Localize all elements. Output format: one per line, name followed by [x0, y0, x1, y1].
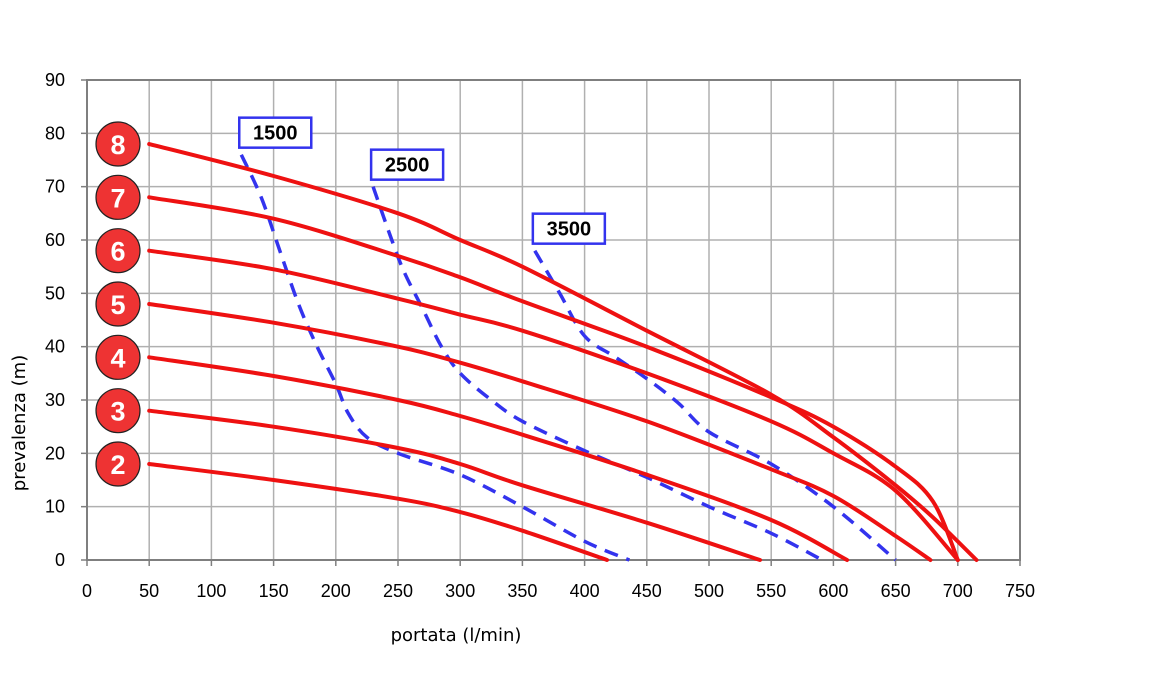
x-tick-label: 450: [632, 581, 662, 601]
x-tick-label: 550: [756, 581, 786, 601]
x-tick-label: 50: [139, 581, 159, 601]
x-axis-title: portata (l/min): [391, 625, 522, 646]
x-tick-label: 200: [321, 581, 351, 601]
speed-curve-3500: [533, 249, 897, 562]
stage-badge-4: 4: [95, 334, 141, 380]
stage-badge-circle: [95, 121, 141, 167]
stage-badge-2: 2: [95, 441, 141, 487]
pump-curve-6: [147, 248, 960, 562]
x-tick-label: 500: [694, 581, 724, 601]
stage-badge-5: 5: [95, 281, 141, 327]
speed-label-3500: 3500: [531, 212, 607, 245]
speed-label-box: [238, 116, 313, 149]
y-tick-label: 70: [45, 177, 65, 197]
y-tick-label: 30: [45, 390, 65, 410]
y-tick-label: 0: [55, 550, 65, 570]
speed-label-text: 3500: [547, 219, 592, 241]
stage-badge-circle: [95, 441, 141, 487]
y-tick-label: 20: [45, 443, 65, 463]
stage-badge-label: 6: [110, 237, 125, 267]
y-tick-label: 60: [45, 230, 65, 250]
stage-badge-6: 6: [95, 228, 141, 274]
x-tick-label: 300: [445, 581, 475, 601]
x-tick-label: 400: [570, 581, 600, 601]
stage-badge-circle: [95, 174, 141, 220]
speed-label-box: [369, 148, 445, 181]
stage-badge-circle: [95, 334, 141, 380]
axis-ticks: 0 50 100 150 200 250 300 350 400 450 500 550 600 650 7…: [45, 70, 1035, 601]
speed-label-2500: 2500: [369, 148, 445, 181]
x-tick-label: 150: [259, 581, 289, 601]
stage-badge-label: 7: [110, 183, 125, 213]
stage-badge-7: 7: [95, 174, 141, 220]
x-tick-label: 0: [82, 581, 92, 601]
y-axis-title: prevalenza (m): [9, 355, 30, 491]
stage-badge-circle: [95, 388, 141, 434]
x-tick-label: 700: [943, 581, 973, 601]
stage-badge-label: 2: [110, 450, 125, 480]
pump-curve-5: [147, 302, 933, 562]
stage-badge-3: 3: [95, 388, 141, 434]
x-tick-label: 750: [1005, 581, 1035, 601]
y-tick-label: 80: [45, 123, 65, 143]
pump-curve-3: [147, 408, 762, 562]
curve-labels: 2 3 4 5 6 7 8 1500 2500 3500: [95, 116, 607, 487]
x-tick-label: 100: [196, 581, 226, 601]
stage-badge-label: 3: [110, 397, 125, 427]
stage-badge-circle: [95, 281, 141, 327]
plot-area-frame: [86, 79, 1021, 561]
stage-badge-label: 8: [110, 130, 125, 160]
stage-badge-label: 5: [110, 290, 125, 320]
x-tick-label: 650: [881, 581, 911, 601]
pump-curve-8: [147, 142, 979, 562]
y-tick-label: 50: [45, 283, 65, 303]
speed-label-text: 2500: [385, 155, 430, 177]
x-tick-label: 600: [818, 581, 848, 601]
y-tick-label: 90: [45, 70, 65, 90]
pump-curve-4: [147, 355, 850, 562]
stage-badge-circle: [95, 228, 141, 274]
x-tick-label: 350: [507, 581, 537, 601]
y-tick-label: 10: [45, 497, 65, 517]
y-tick-label: 40: [45, 337, 65, 357]
speed-curve-1500: [239, 153, 631, 562]
x-tick-label: 250: [383, 581, 413, 601]
pump-curves: [147, 142, 979, 562]
pump-curve-2: [147, 462, 609, 562]
speed-label-1500: 1500: [238, 116, 313, 149]
stage-badge-label: 4: [110, 343, 125, 373]
speed-label-box: [531, 212, 607, 245]
stage-badge-8: 8: [95, 121, 141, 167]
pump-curve-7: [147, 195, 960, 562]
grid: [86, 79, 1021, 561]
speed-label-text: 1500: [253, 123, 298, 145]
speed-curve-2500: [371, 186, 824, 562]
